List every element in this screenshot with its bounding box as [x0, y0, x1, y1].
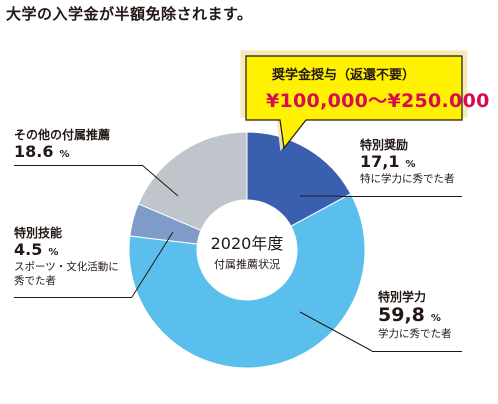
leader-underline: [372, 351, 462, 352]
callout-burst-shape: [240, 50, 468, 152]
headline: 大学の入学金が半額免除されます。: [6, 5, 253, 23]
leader-underline: [14, 165, 142, 166]
label-sonota: その他の付属推薦 18.6%: [14, 128, 110, 162]
leader-line-sonota: [141, 164, 179, 197]
leader-underline: [340, 196, 462, 197]
scholarship-callout: 奨学金授与（返還不要） ¥100,000〜¥250.000: [240, 50, 489, 152]
callout-title: 奨学金授与（返還不要）: [272, 68, 416, 83]
segment-note: スポーツ・文化活動に 秀でた者: [14, 260, 119, 287]
leader-line-tokubetsu-gino: [131, 231, 174, 298]
segment-name: 特別技能: [14, 226, 63, 240]
segment-percent: 18.6: [14, 142, 54, 162]
donut-hole: [197, 200, 297, 300]
segment-unit: %: [48, 247, 59, 259]
label-tokubetsu-gino: 特別技能 4.5% スポーツ・文化活動に 秀でた者: [14, 226, 119, 288]
segment-note: 学力に秀でた者: [378, 328, 452, 341]
donut-center: 2020年度 付属推薦状況: [197, 230, 297, 272]
center-year: 2020年度: [210, 234, 284, 253]
leader-line-tokubetsu-gakuryoku: [299, 311, 373, 352]
segment-unit: %: [59, 149, 70, 161]
segment-name: 特別学力: [378, 290, 427, 304]
segment-name: その他の付属推薦: [14, 128, 111, 142]
segment-unit: %: [430, 313, 441, 325]
label-tokubetsu-shourei: 特別奨励 17,1% 特に学力に秀でた者: [360, 138, 455, 186]
callout-amount: ¥100,000〜¥250.000: [266, 90, 490, 112]
label-tokubetsu-gakuryoku: 特別学力 59,8% 学力に秀でた者: [378, 290, 452, 341]
segment-note: 特に学力に秀でた者: [360, 172, 455, 185]
segment-percent: 4.5: [14, 240, 43, 260]
segment-unit: %: [405, 159, 416, 171]
segment-name: 特別奨励: [360, 138, 409, 152]
segment-percent: 59,8: [378, 304, 425, 327]
leader-underline: [14, 297, 132, 298]
segment-percent: 17,1: [360, 152, 400, 172]
center-subtitle: 付属推薦状況: [214, 258, 280, 271]
